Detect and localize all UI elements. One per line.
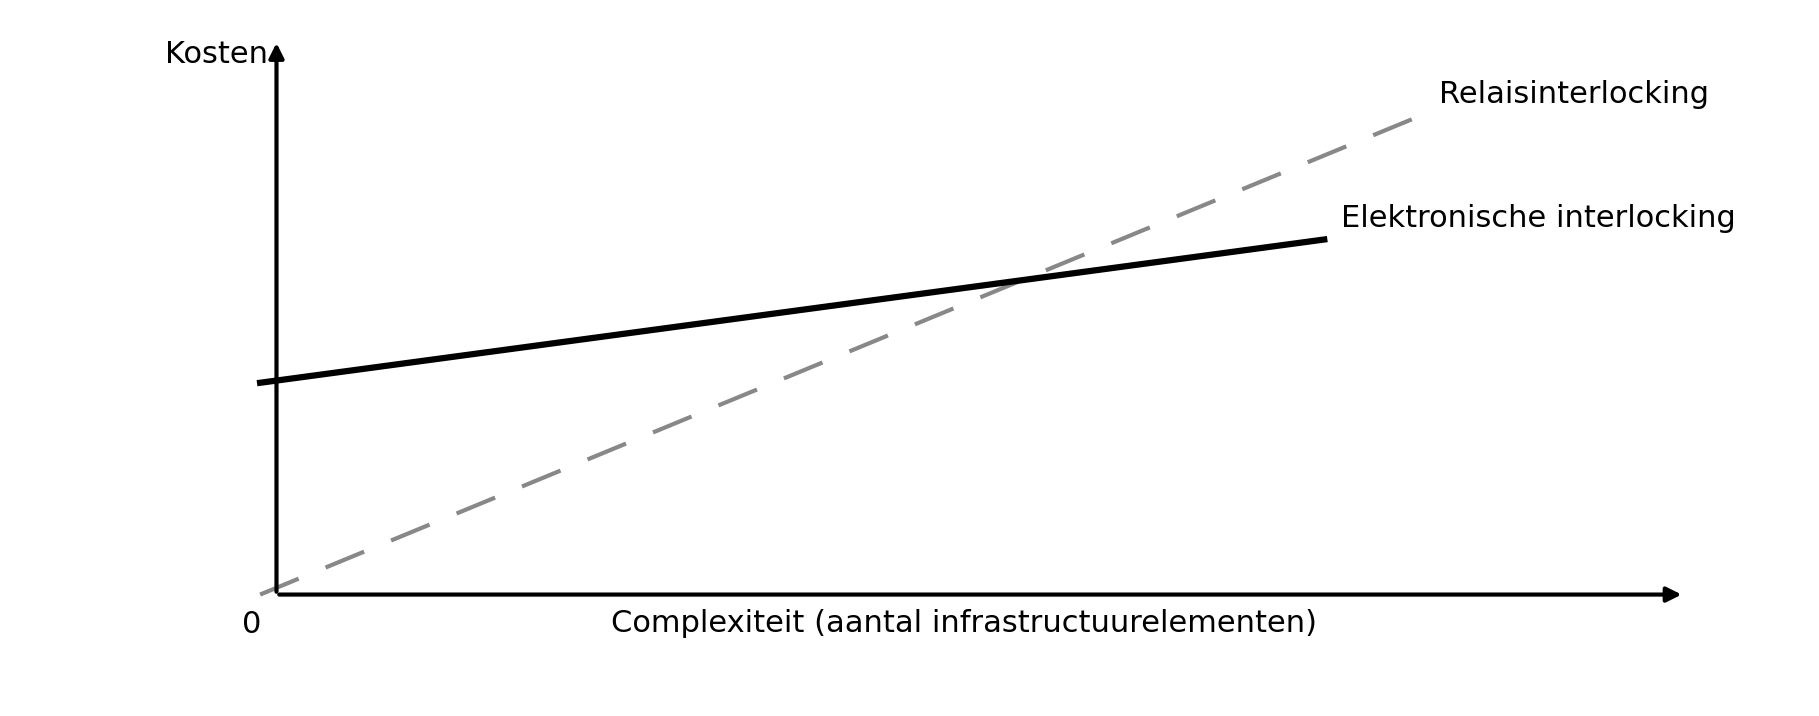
Text: Relaisinterlocking: Relaisinterlocking bbox=[1439, 79, 1708, 109]
Text: 0: 0 bbox=[242, 610, 262, 639]
Text: Elektronische interlocking: Elektronische interlocking bbox=[1341, 204, 1735, 233]
Text: Complexiteit (aantal infrastructuurelementen): Complexiteit (aantal infrastructuureleme… bbox=[611, 609, 1317, 638]
Text: Kosten: Kosten bbox=[166, 40, 269, 69]
